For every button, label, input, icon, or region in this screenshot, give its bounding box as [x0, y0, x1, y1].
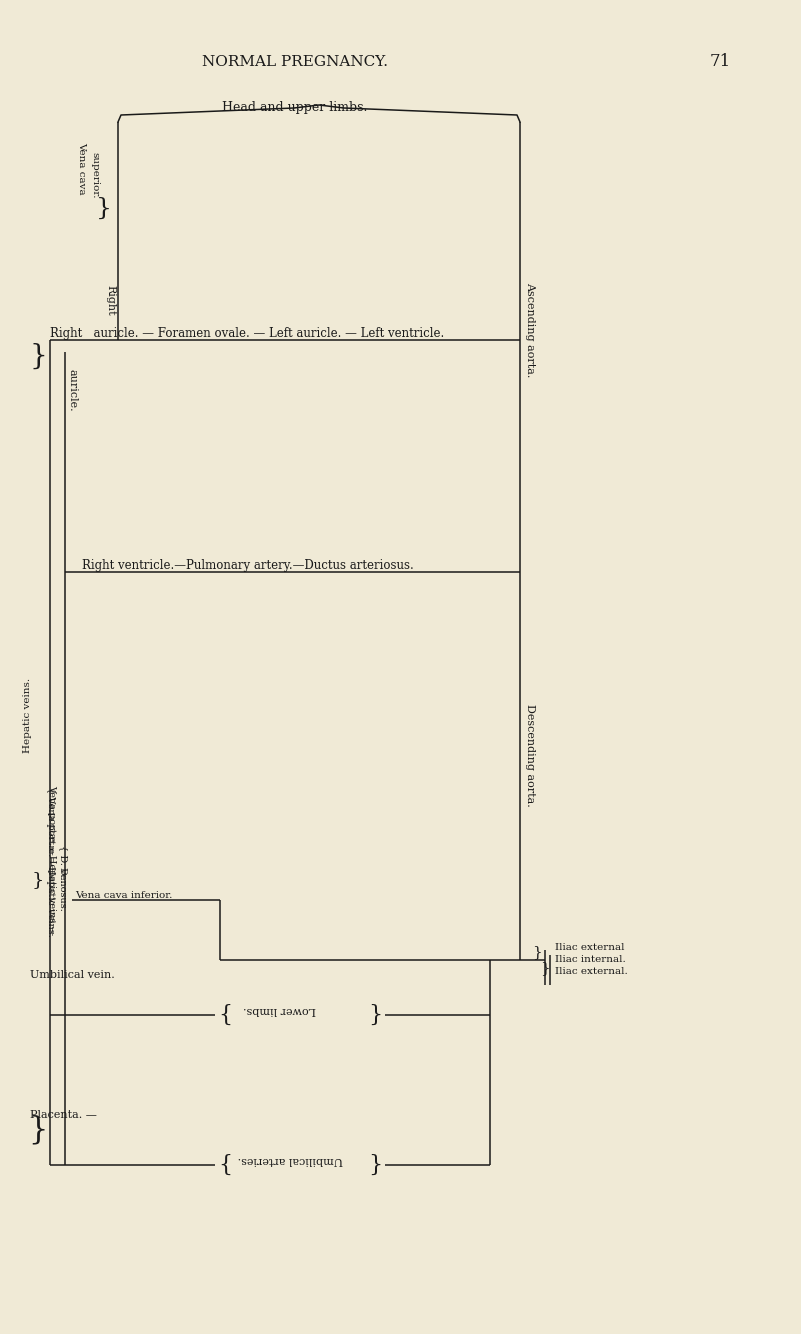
Text: }: }: [532, 944, 541, 959]
Text: D...: D...: [58, 867, 66, 883]
Text: Descending aorta.: Descending aorta.: [525, 703, 535, 806]
Text: auricle.: auricle.: [67, 368, 77, 411]
Text: }: }: [540, 960, 549, 975]
Text: Iliac internal.: Iliac internal.: [555, 955, 626, 964]
Text: Vena cava inferior.: Vena cava inferior.: [75, 891, 172, 899]
Text: Right ventricle.—Pulmonary artery.—Ductus arteriosus.: Right ventricle.—Pulmonary artery.—Ductu…: [82, 559, 414, 572]
Text: { Vena portæ.—Hepatic veins.: { Vena portæ.—Hepatic veins.: [46, 787, 54, 936]
Text: }: }: [96, 196, 112, 220]
Text: Placenta. —: Placenta. —: [30, 1110, 97, 1121]
Text: }: }: [29, 343, 47, 370]
Text: Ascending aorta.: Ascending aorta.: [525, 283, 535, 378]
Text: Hepatic veins.: Hepatic veins.: [23, 678, 33, 752]
Text: Vena portæ.—Hepatic veins.—: Vena portæ.—Hepatic veins.—: [47, 784, 57, 935]
Text: {: {: [218, 1005, 232, 1026]
Text: }: }: [28, 1114, 48, 1146]
Text: Iliac external: Iliac external: [555, 943, 625, 951]
Text: Umbilical vein.: Umbilical vein.: [30, 970, 115, 980]
Text: { D. venosus.: { D. venosus.: [58, 844, 67, 911]
Text: {: {: [218, 1154, 232, 1177]
Text: Iliac external.: Iliac external.: [555, 967, 628, 976]
Text: Right: Right: [105, 284, 115, 315]
Text: Head and upper limbs.: Head and upper limbs.: [223, 100, 368, 113]
Text: }: }: [368, 1005, 382, 1026]
Text: Umbilical arteries.: Umbilical arteries.: [237, 1155, 343, 1165]
Text: }: }: [32, 871, 44, 888]
Text: Right   auricle. — Foramen ovale. — Left auricle. — Left ventricle.: Right auricle. — Foramen ovale. — Left a…: [50, 327, 445, 339]
Text: Lower limbs.: Lower limbs.: [244, 1005, 316, 1015]
Text: superior.: superior.: [91, 152, 99, 199]
Text: 71: 71: [710, 53, 731, 71]
Text: Vena cava: Vena cava: [78, 141, 87, 195]
Text: }: }: [368, 1154, 382, 1177]
Text: NORMAL PREGNANCY.: NORMAL PREGNANCY.: [202, 55, 388, 69]
